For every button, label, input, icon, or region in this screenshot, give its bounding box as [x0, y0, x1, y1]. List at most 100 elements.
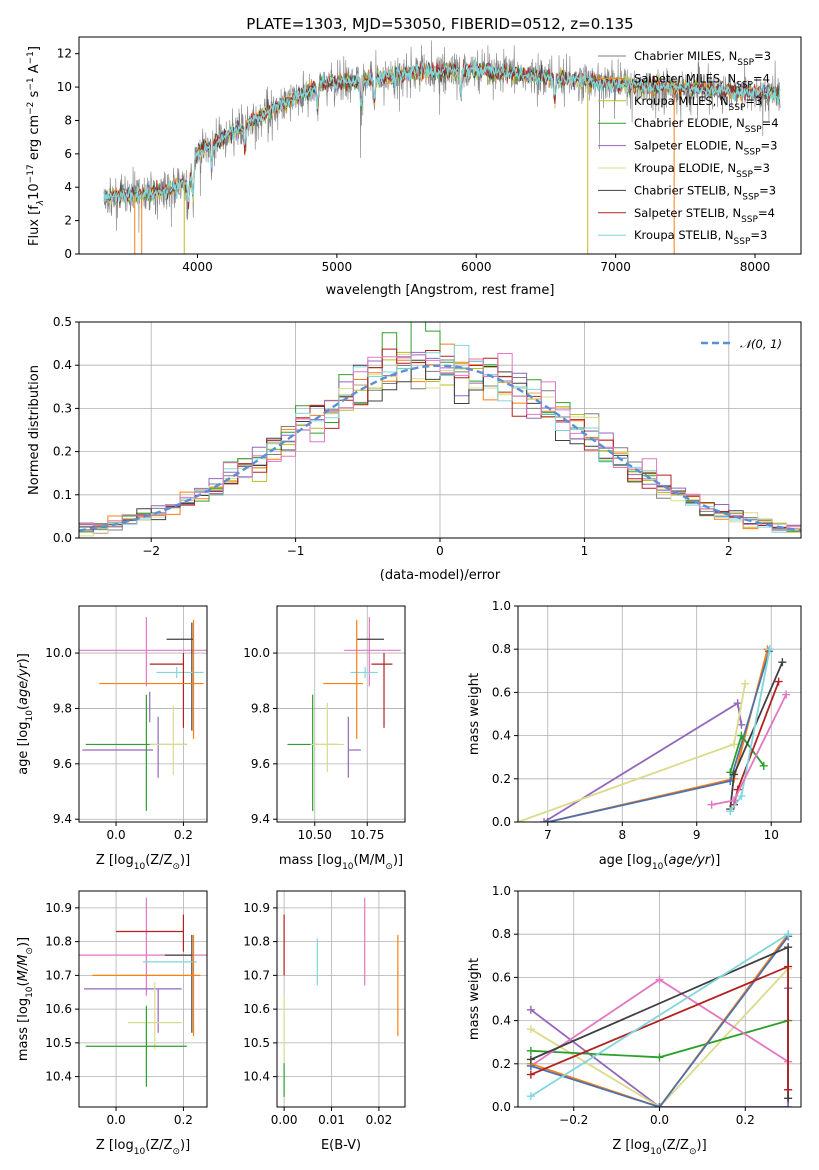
- y-tick-label: 10.4: [45, 1070, 72, 1084]
- spectrum-chart-frame: [78, 36, 802, 255]
- y-tick-label: 10.9: [45, 901, 72, 915]
- y-tick-label: 10.7: [243, 968, 270, 982]
- y-tick-label: 0.4: [492, 729, 511, 743]
- errorbar-point: [323, 619, 364, 739]
- mass-weight-vs-age-chart: 7 8 9 10 0.0 0.2 0.4 0.6 0.8 1.0 age [log10(age/yr…: [467, 599, 802, 872]
- x-tick-label: 0.02: [366, 1113, 393, 1127]
- data-point-marker: [526, 1055, 535, 1064]
- y-tick-label: 10.4: [243, 1070, 270, 1084]
- errorbar-point: [79, 897, 207, 996]
- errorbar-point: [156, 666, 204, 678]
- data-point-marker: [655, 1103, 664, 1107]
- data-point-marker: [778, 658, 787, 667]
- x-axis-label: mass [log10(M/M⊙)]: [279, 853, 403, 872]
- y-tick-label: 0: [64, 247, 72, 261]
- y-tick-label: 10.6: [45, 1002, 72, 1016]
- y-axis-label: mass weight: [467, 673, 482, 755]
- spectrum-title: PLATE=1303, MJD=53050, FIBERID=0512, z=0…: [246, 15, 633, 33]
- data-point-marker: [759, 761, 768, 770]
- series-line: [530, 935, 789, 1107]
- errorbar-point: [116, 914, 185, 952]
- x-axis-label: Z [log10(Z/Z⊙)]: [96, 1138, 190, 1157]
- mass-vs-Z-chart: 0.0 0.2 10.4 10.5 10.6 10.7 10.8 10.9 Z [log10(Z…: [16, 890, 208, 1157]
- data-point-marker: [741, 679, 750, 688]
- x-tick-label: 10.75: [350, 828, 384, 842]
- y-tick-label: 0.6: [492, 685, 511, 699]
- y-tick-label: 1.0: [492, 884, 511, 898]
- x-tick-label: 0.0: [107, 828, 126, 842]
- legend-entry: Chabrier STELIB, NSSP=3: [634, 183, 776, 202]
- x-tick-label: −0.2: [559, 1113, 588, 1127]
- legend-entry: Chabrier ELODIE, NSSP=4: [634, 116, 779, 135]
- y-tick-label: 2: [64, 214, 72, 228]
- y-tick-label: 0.8: [492, 927, 511, 941]
- y-axis-label: age [log10(age/yr)]: [16, 653, 35, 775]
- mass-weight-vs-age-chart-frame: [517, 605, 802, 823]
- series-salpeter-elodie: [540, 699, 746, 822]
- x-tick-label: 0.01: [318, 1113, 345, 1127]
- y-tick-label: 10.6: [243, 1002, 270, 1016]
- data-point-marker: [540, 818, 549, 822]
- y-tick-label: 10.5: [45, 1036, 72, 1050]
- x-tick-label: 0.2: [174, 1113, 193, 1127]
- errorbar-point: [79, 617, 207, 687]
- age-vs-Z-chart-frame: [78, 605, 208, 823]
- y-axis-label: Flux [fλ10−17 erg cm−2 s−1 A−1]: [26, 46, 46, 246]
- series-salpeter-stelib: [729, 677, 783, 809]
- x-tick-label: 8: [618, 828, 626, 842]
- residuals-chart: −2 −1 0 1 2 0.0 0.1 0.2 0.3 0.4 0.5 (data-model)/er…: [27, 315, 802, 583]
- y-tick-label: 10.8: [243, 935, 270, 949]
- data-point-marker: [737, 720, 746, 729]
- y-tick-label: 0.2: [492, 1057, 511, 1071]
- mass-weight-vs-age-chart-plot-area: [518, 606, 801, 822]
- errorbar-point: [99, 619, 204, 739]
- y-tick-label: 9.4: [53, 812, 72, 826]
- errorbar-point: [149, 653, 185, 728]
- legend-entry: Kroupa ELODIE, NSSP=3: [634, 161, 770, 180]
- errorbar-point: [85, 1005, 187, 1087]
- series-pink: [707, 690, 791, 809]
- data-point-marker: [729, 796, 738, 805]
- x-axis-label: E(B-V): [321, 1138, 361, 1153]
- series-kroupa-stelib: [726, 645, 774, 816]
- y-tick-label: 0.2: [53, 445, 72, 459]
- y-tick-label: 10: [57, 80, 72, 94]
- legend-entry: Salpeter MILES, NSSP=4: [634, 71, 770, 90]
- errorbar-point: [92, 934, 201, 1037]
- series-line: [711, 694, 787, 806]
- data-point-marker: [784, 1103, 793, 1107]
- errorbar-point: [84, 988, 182, 1033]
- y-tick-label: 10.8: [45, 935, 72, 949]
- x-tick-label: 0.00: [271, 1113, 298, 1127]
- errorbar-point: [287, 694, 338, 811]
- x-tick-label: 7: [544, 828, 552, 842]
- x-tick-label: 9: [693, 828, 701, 842]
- x-tick-label: 10.50: [298, 828, 332, 842]
- x-tick-label: 5000: [322, 260, 353, 274]
- x-tick-label: −2: [142, 544, 160, 558]
- y-tick-label: 8: [64, 113, 72, 127]
- y-axis-label: mass weight: [467, 958, 482, 1040]
- mass-weight-vs-Z-chart: −0.2 0.0 0.2 0.0 0.2 0.4 0.6 0.8 1.0 Z [log10(Z/Z…: [467, 884, 802, 1157]
- data-point-marker: [526, 1092, 535, 1101]
- x-tick-label: 0.2: [736, 1113, 755, 1127]
- x-axis-label: age [log10(age/yr)]: [599, 853, 721, 872]
- series-line: [530, 933, 789, 1097]
- y-tick-label: 0.3: [53, 401, 72, 415]
- x-tick-label: 0: [436, 544, 444, 558]
- x-tick-label: 1: [581, 544, 589, 558]
- data-point-marker: [726, 807, 735, 816]
- y-tick-label: 9.6: [251, 757, 270, 771]
- mass-weight-vs-Z-chart-frame: [517, 890, 802, 1108]
- histogram-pink: [79, 353, 801, 538]
- data-point-marker: [733, 699, 742, 708]
- x-tick-label: 10: [764, 828, 779, 842]
- y-tick-label: 10.0: [243, 646, 270, 660]
- residuals-legend: 𝒩(0, 1): [701, 337, 782, 351]
- y-tick-label: 0.2: [492, 772, 511, 786]
- errorbar-point: [350, 666, 378, 678]
- mass-vs-Z-chart-frame: [78, 890, 208, 1108]
- x-tick-label: 8000: [740, 260, 771, 274]
- errorbar-point: [310, 702, 345, 773]
- y-tick-label: 0.5: [53, 315, 72, 329]
